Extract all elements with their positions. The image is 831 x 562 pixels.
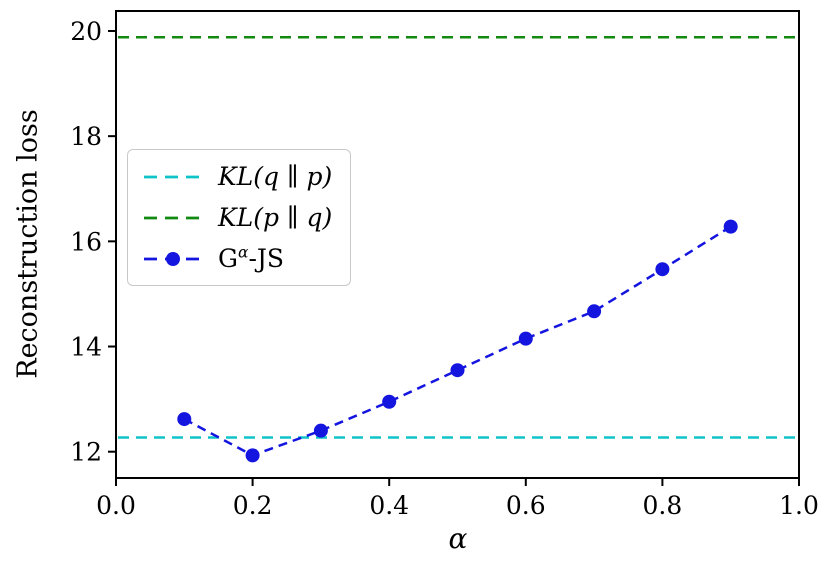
legend-item-label: KL(p ∥ q) — [218, 203, 333, 232]
series-marker — [518, 331, 533, 346]
x-tick-label: 1.0 — [779, 491, 819, 520]
legend-item: KL(p ∥ q) — [142, 203, 332, 232]
y-tick-label: 18 — [70, 122, 102, 151]
legend-item-label: KL(q ∥ p) — [218, 162, 333, 191]
plot-frame — [115, 10, 800, 479]
x-tick-label: 0.8 — [643, 491, 683, 520]
legend-item: Gα-JS — [142, 244, 332, 273]
series-marker — [245, 448, 260, 463]
legend-marker-dot — [166, 251, 180, 266]
legend-item: KL(q ∥ p) — [142, 162, 332, 191]
chart-legend: KL(q ∥ p) KL(p ∥ q) Gα-JS — [127, 149, 352, 286]
x-tick-label: 0.0 — [96, 491, 136, 520]
x-tick-label: 0.4 — [369, 491, 409, 520]
series-marker — [723, 219, 738, 234]
y-tick-label: 12 — [70, 438, 102, 467]
series-marker — [313, 423, 328, 438]
series-marker — [382, 394, 397, 409]
x-axis-label: α — [448, 522, 468, 555]
series-marker — [450, 363, 465, 378]
legend-line-sample — [144, 251, 202, 266]
legend-line-sample — [144, 175, 202, 178]
series-marker — [587, 304, 602, 319]
x-tick-label: 0.2 — [233, 491, 273, 520]
legend-item-label: Gα-JS — [218, 243, 285, 273]
legend-line-sample — [144, 216, 202, 219]
line-series — [183, 225, 732, 457]
x-tick-label: 0.6 — [506, 491, 546, 520]
y-tick-label: 20 — [70, 17, 102, 46]
y-tick-label: 14 — [70, 333, 102, 362]
y-tick-label: 16 — [70, 227, 102, 256]
series-marker — [655, 262, 670, 277]
series-marker — [177, 412, 192, 427]
y-axis-label: Reconstruction loss — [12, 109, 44, 379]
